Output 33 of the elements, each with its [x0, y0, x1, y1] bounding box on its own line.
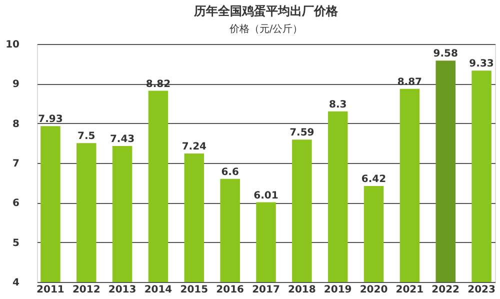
y-tick-label: 6: [12, 198, 20, 210]
x-tick-label: 2012: [72, 284, 100, 296]
y-tick-label: 7: [12, 158, 20, 170]
data-label: 6.6: [221, 166, 239, 178]
data-label: 7.43: [110, 134, 135, 145]
data-label: 7.24: [182, 141, 207, 152]
x-tick-label: 2014: [144, 284, 172, 296]
x-tick-label: 2020: [360, 284, 388, 296]
data-label: 6.42: [361, 174, 386, 186]
y-tick-label: 9: [12, 79, 20, 90]
x-tick-label: 2023: [468, 284, 496, 296]
y-tick-label: 5: [12, 238, 20, 249]
x-tick-label: 2015: [180, 284, 208, 296]
data-label: 7.93: [38, 114, 63, 126]
data-label: 7.5: [78, 131, 96, 142]
x-tick-label: 2013: [108, 284, 136, 296]
data-label: 8.3: [328, 99, 347, 110]
data-label: 7.59: [290, 128, 314, 139]
x-tick-label: 2021: [396, 284, 424, 296]
x-tick-label: 2017: [252, 284, 280, 296]
chart-title: 历年全国鸡蛋平均出厂价格: [193, 4, 339, 18]
data-label: 9.58: [433, 48, 458, 60]
x-tick-label: 2022: [432, 284, 460, 296]
data-label: 9.33: [469, 58, 494, 70]
x-tick-label: 2016: [216, 284, 244, 296]
x-tick-label: 2019: [324, 284, 352, 296]
x-tick-label: 2011: [36, 284, 64, 296]
x-tick-label: 2018: [288, 284, 316, 296]
y-axis-title: 价格（元/公斤）: [228, 23, 303, 35]
y-tick-label: 8: [12, 118, 20, 130]
data-label: 6.01: [254, 190, 278, 202]
y-tick-label: 10: [6, 40, 20, 50]
y-tick-label: 4: [12, 278, 20, 288]
